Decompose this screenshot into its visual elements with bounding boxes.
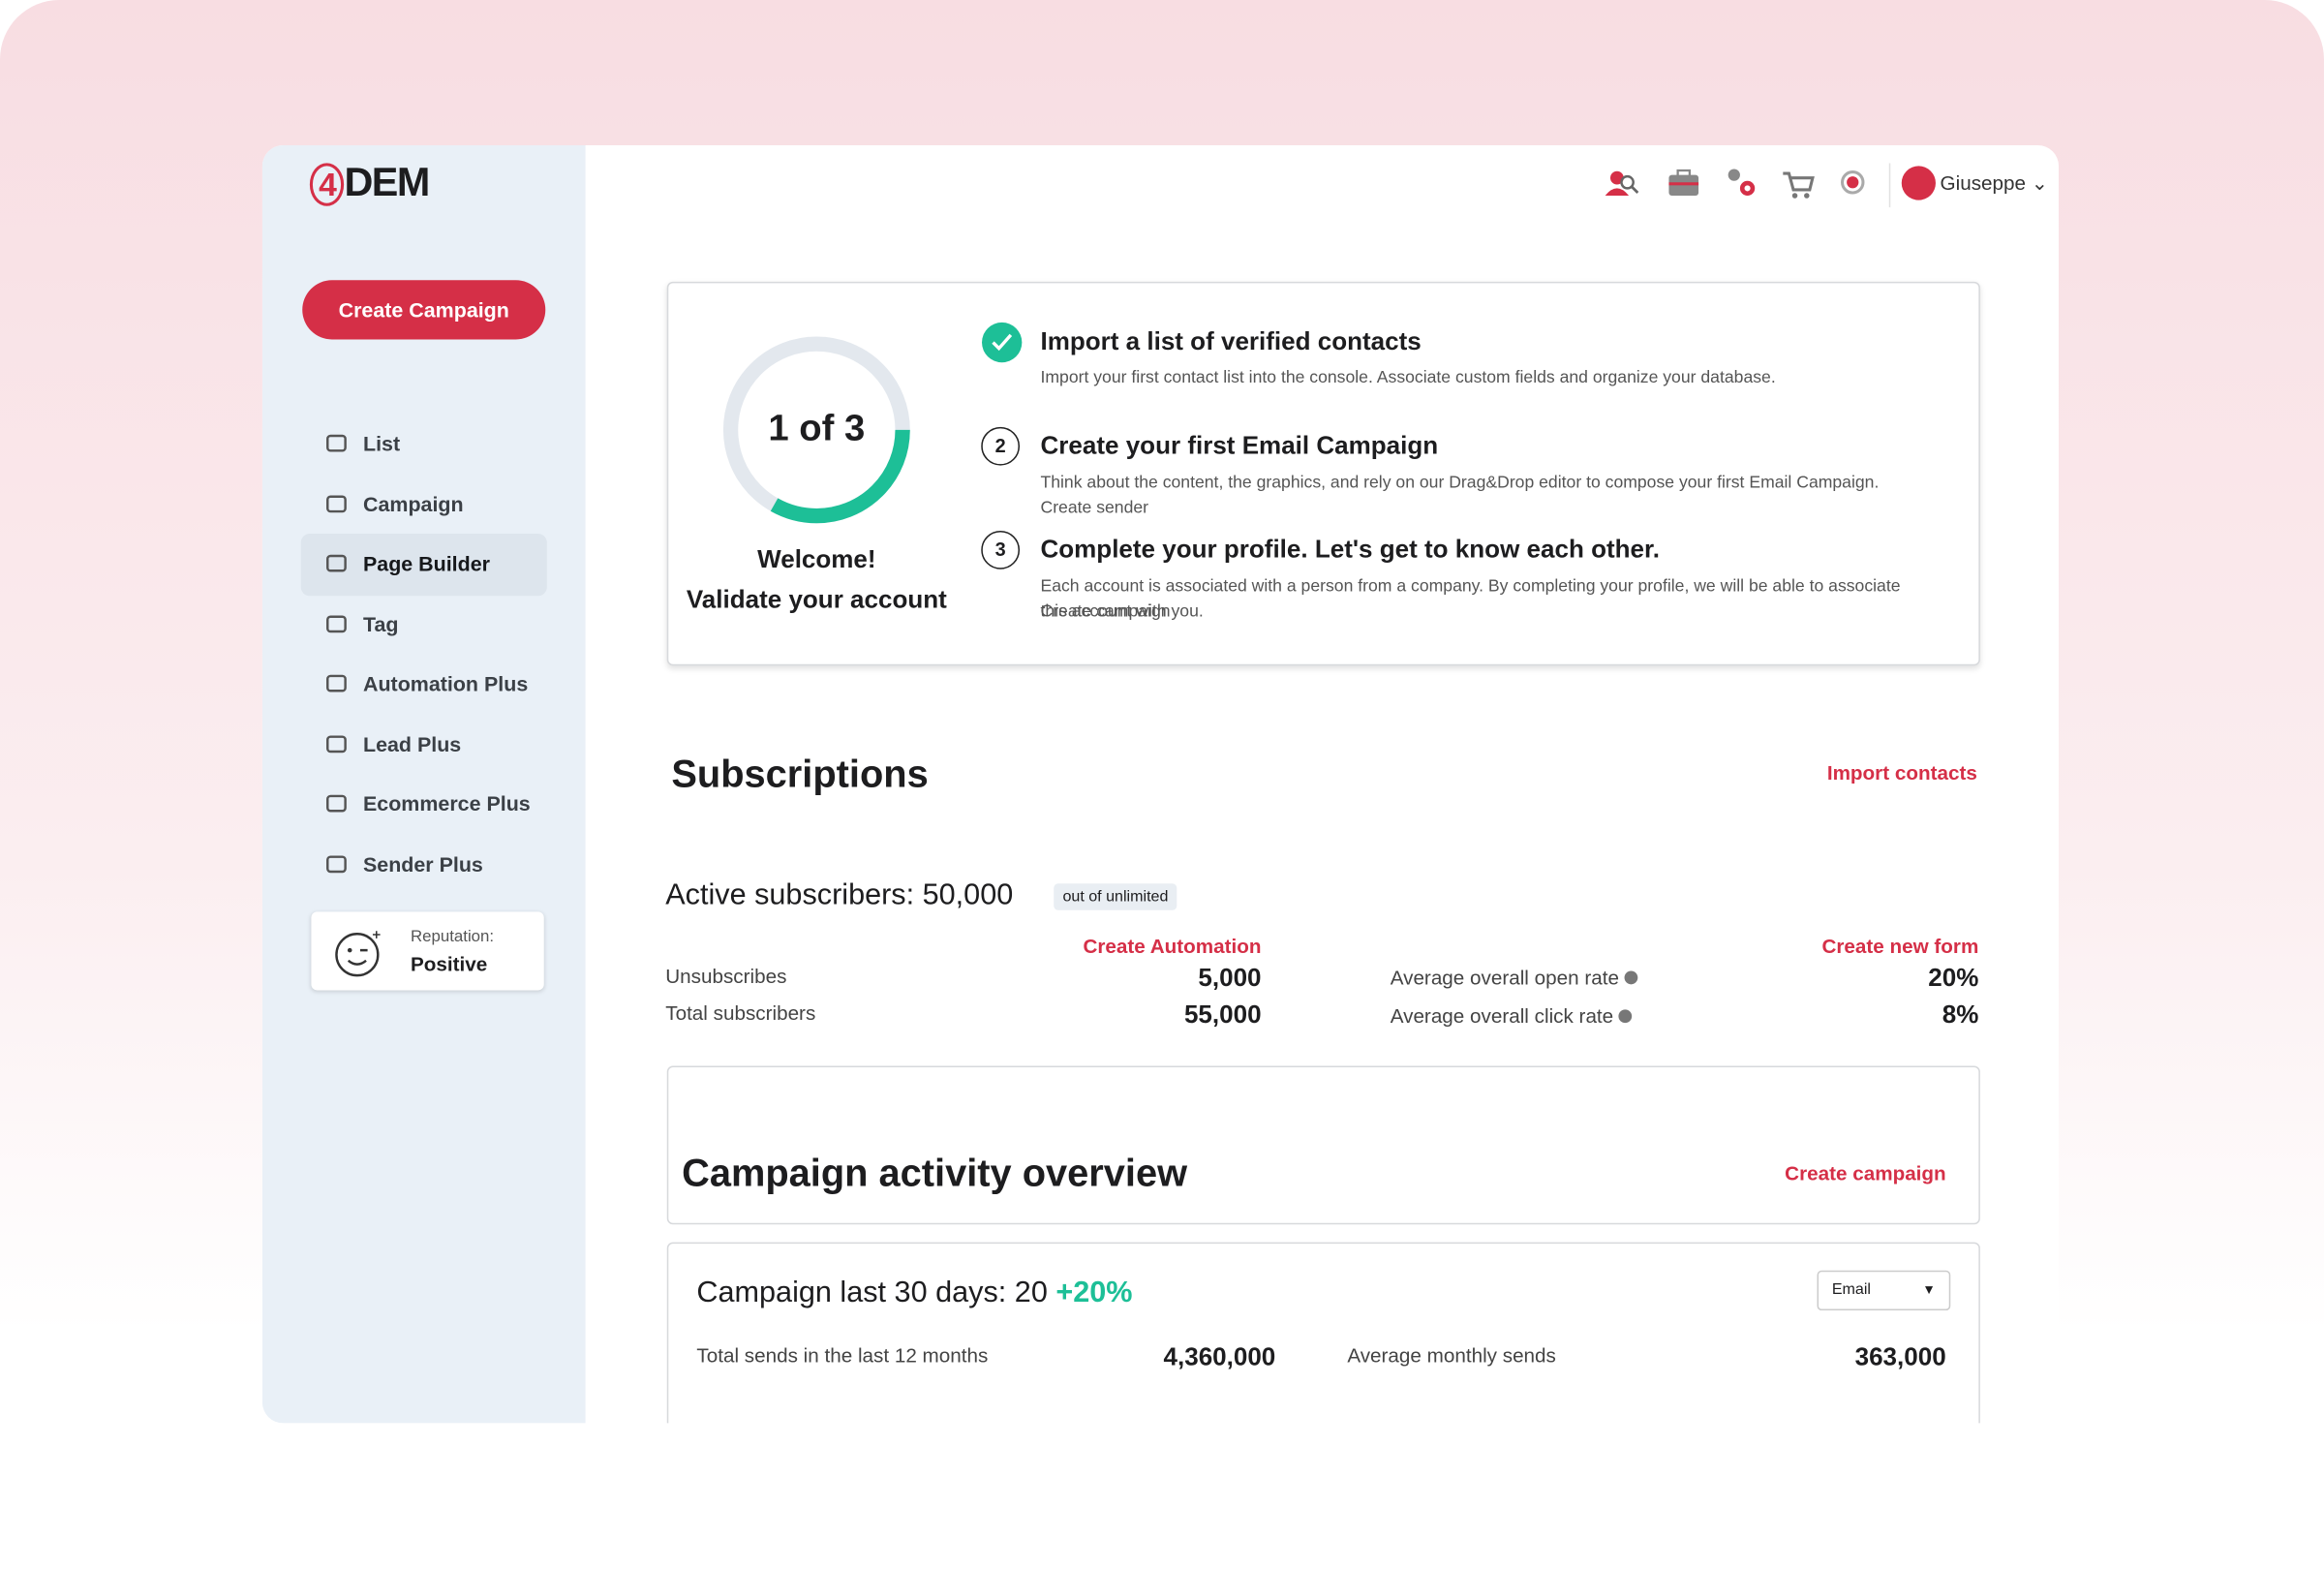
create-form-link[interactable]: Create new form <box>1821 935 1979 958</box>
nav-icon <box>326 674 347 692</box>
header-icons <box>1605 163 1891 208</box>
section-title: Campaign activity overview <box>682 1150 1188 1195</box>
cart-icon[interactable] <box>1783 171 1815 199</box>
nav-label: Tag <box>362 611 399 635</box>
reputation-card: Reputation: Positive <box>311 911 544 991</box>
type-select[interactable]: Email ▼ <box>1817 1270 1951 1311</box>
nav-icon <box>326 794 347 813</box>
step-title: Import a list of verified contacts <box>1040 327 1422 356</box>
stat-label: Average overall click rate <box>1391 1005 1633 1028</box>
support-icon[interactable] <box>1841 170 1865 195</box>
stat-label-text: Average overall open rate <box>1390 966 1619 989</box>
campaign-change: +20% <box>1055 1276 1133 1309</box>
stat-label: Unsubscribes <box>665 965 787 988</box>
nav-label: Campaign <box>362 491 464 515</box>
app-window: 4 DEM Create Campaign List Campaign Page Bu… <box>261 144 2060 1424</box>
campaign-overview-card: Campaign activity overview Create campai… <box>666 1065 1980 1225</box>
campaign-last30-text: Campaign last 30 days: 20 <box>696 1276 1048 1309</box>
nav-icon <box>326 434 347 452</box>
stat-value: 20% <box>1928 963 1979 992</box>
nav-label: Page Builder <box>362 551 491 575</box>
dropdown-arrow: ▼ <box>1922 1281 1936 1298</box>
contacts-icon[interactable] <box>1605 170 1639 197</box>
nav-icon <box>326 614 347 632</box>
section-title: Subscriptions <box>671 752 929 796</box>
nav-label: List <box>362 431 401 455</box>
check-icon <box>982 322 1023 363</box>
nav-item[interactable]: Page Builder <box>300 534 547 597</box>
step-number: 3 <box>981 530 1021 569</box>
progress-text: 1 of 3 <box>768 407 866 449</box>
step-link[interactable]: Create campaign <box>1040 602 1171 622</box>
reputation-icon <box>335 931 381 977</box>
nav-item[interactable]: Lead Plus <box>301 714 547 776</box>
settings-icon[interactable] <box>1728 169 1756 197</box>
user-name[interactable]: Giuseppe ⌄ <box>1940 171 2049 195</box>
active-subscribers: Active subscribers: 50,000 <box>665 878 1014 912</box>
stat-label: Average monthly sends <box>1347 1344 1556 1368</box>
nav-label: Automation Plus <box>362 671 529 695</box>
nav-icon <box>326 554 347 572</box>
type-select-value: Email <box>1831 1280 1872 1299</box>
stat-value: 4,360,000 <box>1163 1342 1276 1371</box>
nav-icon <box>326 734 347 753</box>
nav-item[interactable]: Automation Plus <box>301 654 547 716</box>
nav-icon <box>326 854 347 873</box>
step-title: Complete your profile. Let's get to know… <box>1040 535 1660 564</box>
avatar[interactable] <box>1901 166 1936 200</box>
campaign-last30: Campaign last 30 days: 20 +20% <box>696 1277 1132 1310</box>
nav-item[interactable]: List <box>301 414 547 476</box>
create-campaign-link[interactable]: Create campaign <box>1785 1161 1946 1184</box>
campaign-stats-card: Campaign last 30 days: 20 +20% Email ▼ To… <box>666 1242 1980 1424</box>
stat-label: Average overall open rate <box>1391 967 1638 989</box>
logo-mark: 4 <box>309 163 345 206</box>
logo[interactable]: 4 DEM <box>309 160 430 206</box>
stat-value: 8% <box>1942 1000 1979 1030</box>
stat-value: 363,000 <box>1854 1342 1946 1371</box>
step-title: Create your first Email Campaign <box>1040 431 1439 460</box>
sidebar: 4 DEM Create Campaign List Campaign Page Bu… <box>261 144 586 1424</box>
stat-value: 5,000 <box>1198 963 1262 992</box>
info-icon[interactable] <box>1618 1009 1633 1024</box>
welcome: Welcome! <box>757 545 876 574</box>
stat-label-text: Average overall click rate <box>1390 1004 1614 1028</box>
nav-item[interactable]: Ecommerce Plus <box>301 774 547 836</box>
progress-ring <box>722 336 910 524</box>
stat-label: Total subscribers <box>665 1001 816 1025</box>
import-contacts-link[interactable]: Import contacts <box>1826 761 1977 784</box>
logo-name: DEM <box>344 160 430 205</box>
nav-label: Ecommerce Plus <box>362 791 531 815</box>
stat-value: 55,000 <box>1183 1000 1262 1030</box>
reputation-value: Positive <box>410 953 488 976</box>
nav-item[interactable]: Sender Plus <box>301 834 547 896</box>
step-number: 2 <box>981 426 1021 466</box>
onboarding-card: 1 of 3 Welcome! Validate your account Im… <box>666 281 1980 666</box>
nav-label: Sender Plus <box>362 851 483 876</box>
reputation-label: Reputation: <box>410 928 495 946</box>
step-text: Each account is associated with a person… <box>1040 577 1901 622</box>
step-link[interactable]: Create sender <box>1040 499 1149 518</box>
badge: out of unlimited <box>1054 883 1177 910</box>
nav-label: Lead Plus <box>362 731 462 755</box>
create-campaign-button[interactable]: Create Campaign <box>302 280 546 340</box>
nav-item[interactable]: Tag <box>301 594 547 656</box>
user-name-text: Giuseppe <box>1940 171 2027 195</box>
briefcase-icon[interactable] <box>1668 169 1699 197</box>
nav-item[interactable]: Campaign <box>301 474 547 536</box>
validate: Validate your account <box>686 585 947 614</box>
create-automation-link[interactable]: Create Automation <box>1083 935 1262 958</box>
nav-icon <box>326 494 347 512</box>
stat-label: Total sends in the last 12 months <box>696 1344 989 1368</box>
step-text: Import your first contact list into the … <box>1040 369 1776 387</box>
step-text: Think about the content, the graphics, a… <box>1040 474 1880 493</box>
info-icon[interactable] <box>1624 970 1638 985</box>
